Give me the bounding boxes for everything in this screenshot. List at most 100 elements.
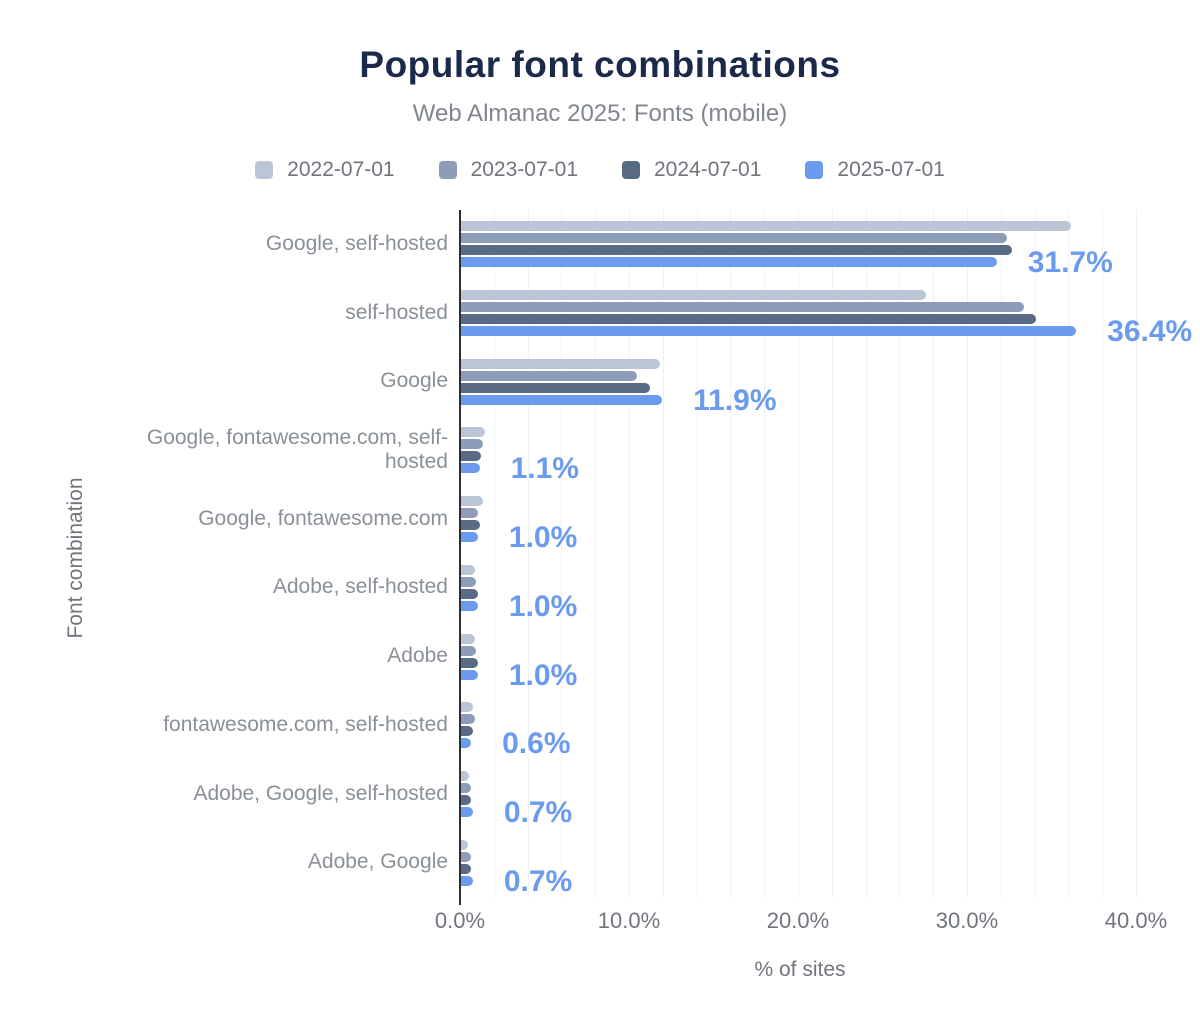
gridline bbox=[1068, 210, 1070, 897]
bar-2023-07-01 bbox=[461, 714, 475, 725]
bar-2023-07-01 bbox=[461, 851, 472, 862]
bar-2025-07-01 bbox=[461, 257, 997, 268]
value-label: 1.1% bbox=[510, 452, 579, 486]
category-label: Adobe, Google, self-hosted bbox=[193, 781, 448, 805]
x-tick-label: 40.0% bbox=[1104, 908, 1168, 933]
gridline bbox=[629, 210, 630, 897]
legend: 2022-07-01 2023-07-01 2024-07-01 2025-07-01 bbox=[0, 158, 1200, 182]
category-label: Adobe, self-hosted bbox=[272, 575, 448, 599]
x-tick-label: 10.0% bbox=[597, 908, 661, 933]
gridline bbox=[1136, 210, 1137, 897]
bar-2023-07-01 bbox=[461, 439, 483, 450]
legend-label: 2022-07-01 bbox=[287, 158, 395, 181]
value-label: 11.9% bbox=[693, 383, 777, 417]
gridline bbox=[1102, 210, 1104, 897]
bar-2024-07-01 bbox=[461, 588, 478, 599]
bar-2023-07-01 bbox=[461, 645, 477, 656]
bar-2022-07-01 bbox=[461, 358, 661, 369]
value-label: 1.0% bbox=[508, 521, 578, 555]
x-tick-label: 30.0% bbox=[935, 908, 999, 933]
bar-2022-07-01 bbox=[461, 839, 468, 850]
bar-2023-07-01 bbox=[461, 576, 477, 587]
bar-2024-07-01 bbox=[461, 382, 651, 393]
bar-2024-07-01 bbox=[461, 451, 482, 462]
bar-2025-07-01 bbox=[461, 738, 472, 749]
bar-2022-07-01 bbox=[461, 427, 485, 438]
gridline bbox=[933, 210, 935, 897]
gridline bbox=[662, 210, 664, 897]
category-label: fontawesome.com, self-hosted bbox=[163, 712, 448, 736]
gridline bbox=[730, 210, 732, 897]
bar-2024-07-01 bbox=[461, 863, 472, 874]
bar-2022-07-01 bbox=[461, 290, 926, 301]
bar-2022-07-01 bbox=[461, 221, 1072, 232]
category-label: Adobe bbox=[387, 644, 448, 668]
gridline bbox=[561, 210, 563, 897]
bar-2022-07-01 bbox=[461, 770, 470, 781]
bar-2022-07-01 bbox=[461, 496, 483, 507]
gridline bbox=[899, 210, 901, 897]
bar-2022-07-01 bbox=[461, 564, 475, 575]
value-label: 1.0% bbox=[508, 658, 578, 692]
gridline bbox=[493, 210, 495, 897]
x-axis-ticks: 0.0% 10.0% 20.0% 30.0% 40.0% bbox=[0, 908, 1200, 936]
bar-2024-07-01 bbox=[461, 726, 473, 737]
chart-subtitle: Web Almanac 2025: Fonts (mobile) bbox=[412, 100, 788, 127]
gridline bbox=[798, 210, 799, 897]
plot-area: Google, self-hosted 31.7% self-hosted 36.4%… bbox=[0, 210, 1200, 905]
bar-2025-07-01 bbox=[461, 532, 478, 543]
gridline bbox=[865, 210, 867, 897]
bar-2025-07-01 bbox=[461, 463, 480, 474]
y-axis-line bbox=[459, 210, 461, 905]
bar-2024-07-01 bbox=[461, 314, 1036, 325]
gridline bbox=[967, 210, 968, 897]
value-label: 31.7% bbox=[1027, 246, 1113, 280]
bar-2025-07-01 bbox=[461, 394, 663, 405]
value-label: 0.7% bbox=[503, 864, 573, 898]
category-label: Google, fontawesome.com bbox=[198, 506, 448, 530]
bar-2025-07-01 bbox=[461, 806, 473, 817]
gridline bbox=[1034, 210, 1036, 897]
value-label: 0.7% bbox=[503, 795, 573, 829]
bar-2022-07-01 bbox=[461, 633, 475, 644]
bar-2025-07-01 bbox=[461, 326, 1077, 337]
bar-2023-07-01 bbox=[461, 233, 1007, 244]
legend-label: 2025-07-01 bbox=[837, 158, 945, 181]
bar-2022-07-01 bbox=[461, 702, 473, 713]
legend-swatch-icon bbox=[622, 161, 640, 179]
value-label: 1.0% bbox=[508, 589, 578, 623]
legend-item-2024-07-01[interactable]: 2024-07-01 bbox=[622, 158, 761, 182]
bar-2023-07-01 bbox=[461, 782, 472, 793]
gridline bbox=[595, 210, 597, 897]
x-tick-label: 20.0% bbox=[766, 908, 830, 933]
gridline bbox=[764, 210, 766, 897]
value-label: 36.4% bbox=[1107, 315, 1193, 349]
bar-2025-07-01 bbox=[461, 669, 478, 680]
bar-2024-07-01 bbox=[461, 794, 472, 805]
category-label: self-hosted bbox=[345, 300, 448, 324]
bar-2023-07-01 bbox=[461, 508, 478, 519]
bar-2025-07-01 bbox=[461, 600, 478, 611]
legend-swatch-icon bbox=[805, 161, 824, 179]
x-axis-title: % of sites bbox=[754, 958, 846, 981]
bar-2024-07-01 bbox=[461, 245, 1012, 256]
legend-item-2025-07-01[interactable]: 2025-07-01 bbox=[805, 158, 945, 182]
bar-2024-07-01 bbox=[461, 520, 480, 531]
category-label: Google, fontawesome.com, self-hosted bbox=[146, 425, 448, 474]
value-label: 0.6% bbox=[502, 727, 571, 761]
legend-item-2023-07-01[interactable]: 2023-07-01 bbox=[438, 158, 578, 182]
bar-2023-07-01 bbox=[461, 302, 1024, 313]
gridline bbox=[831, 210, 833, 897]
bar-2025-07-01 bbox=[461, 875, 473, 886]
category-label: Google bbox=[380, 369, 448, 393]
category-label: Adobe, Google bbox=[307, 850, 448, 874]
gridline bbox=[1000, 210, 1002, 897]
legend-label: 2024-07-01 bbox=[654, 158, 762, 181]
legend-item-2022-07-01[interactable]: 2022-07-01 bbox=[255, 158, 395, 182]
gridline bbox=[527, 210, 529, 897]
x-tick-label: 0.0% bbox=[434, 908, 486, 933]
bar-2024-07-01 bbox=[461, 657, 478, 668]
legend-swatch-icon bbox=[438, 161, 457, 179]
gridline bbox=[696, 210, 698, 897]
